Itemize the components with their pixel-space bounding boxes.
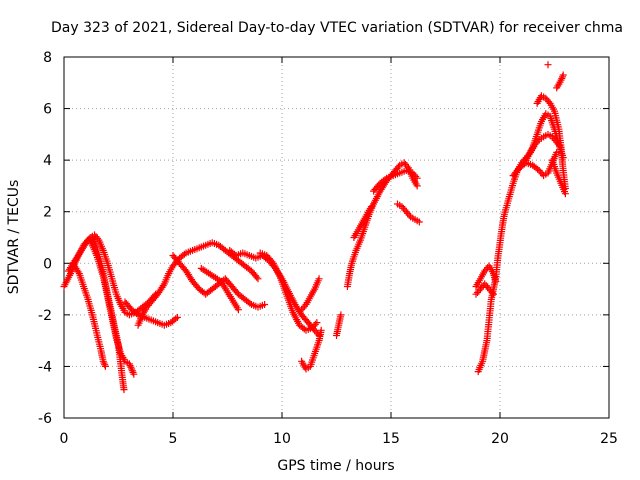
y-tick-label: 2 xyxy=(43,205,52,221)
data-point xyxy=(557,76,565,84)
data-point xyxy=(381,176,389,183)
data-point xyxy=(553,148,561,156)
data-point xyxy=(313,319,321,327)
data-point xyxy=(128,365,136,373)
grid xyxy=(64,57,609,418)
chart-title: Day 323 of 2021, Sidereal Day-to-day VTE… xyxy=(51,20,623,36)
data-point xyxy=(484,283,492,291)
data-point xyxy=(159,282,167,290)
y-tick-label: 8 xyxy=(43,50,52,66)
y-tick-label: -2 xyxy=(38,308,52,324)
data-point xyxy=(120,386,128,394)
axis-ticks: 0 5 10 15 20 25 -6 -4 -2 0 2 4 6 8 xyxy=(38,50,618,447)
x-tick-label: 20 xyxy=(491,431,509,447)
y-tick-label: 0 xyxy=(43,256,52,272)
data-point xyxy=(311,320,319,328)
data-point xyxy=(197,264,205,272)
x-tick-label: 0 xyxy=(60,431,69,447)
data-point xyxy=(561,190,569,198)
data-point xyxy=(133,310,140,318)
data-point xyxy=(126,362,134,370)
y-axis-label: SDTVAR / TECUs xyxy=(6,180,22,295)
data-point xyxy=(74,268,82,276)
data-point xyxy=(558,75,566,82)
data-point xyxy=(412,173,420,180)
data-point xyxy=(253,273,261,281)
data-points xyxy=(60,61,569,394)
data-point xyxy=(254,275,262,283)
data-point xyxy=(534,165,542,173)
data-point xyxy=(130,370,138,378)
data-point xyxy=(101,361,109,369)
y-tick-label: 6 xyxy=(43,102,52,118)
data-point xyxy=(99,357,107,365)
data-point xyxy=(413,182,421,190)
y-tick-label: -4 xyxy=(38,359,52,375)
data-point xyxy=(488,289,496,296)
data-point xyxy=(492,277,500,285)
data-point xyxy=(490,290,497,298)
data-point xyxy=(127,363,135,371)
x-tick-label: 15 xyxy=(382,431,400,447)
data-point xyxy=(415,218,423,226)
data-point xyxy=(128,367,136,375)
data-point xyxy=(337,311,345,319)
plot-frame xyxy=(63,56,610,419)
data-point xyxy=(559,71,567,79)
data-point xyxy=(261,301,269,308)
data-point xyxy=(180,250,188,258)
data-point xyxy=(93,234,101,242)
data-point xyxy=(413,174,421,182)
data-point xyxy=(317,326,325,334)
data-point xyxy=(403,162,411,170)
data-point xyxy=(367,203,375,211)
data-point xyxy=(544,61,552,69)
data-point xyxy=(172,315,180,323)
data-point xyxy=(100,359,108,367)
x-tick-label: 25 xyxy=(600,431,618,447)
data-point xyxy=(545,98,553,106)
data-point xyxy=(246,299,254,307)
data-point xyxy=(101,362,109,370)
data-point xyxy=(405,211,413,219)
y-tick-label: 4 xyxy=(43,153,52,169)
data-point xyxy=(173,313,181,321)
x-axis-label: GPS time / hours xyxy=(277,458,394,474)
y-tick-label: -6 xyxy=(38,411,52,427)
x-tick-label: 5 xyxy=(169,431,178,447)
data-point xyxy=(315,275,323,283)
x-tick-label: 10 xyxy=(273,431,291,447)
data-point xyxy=(125,360,133,368)
